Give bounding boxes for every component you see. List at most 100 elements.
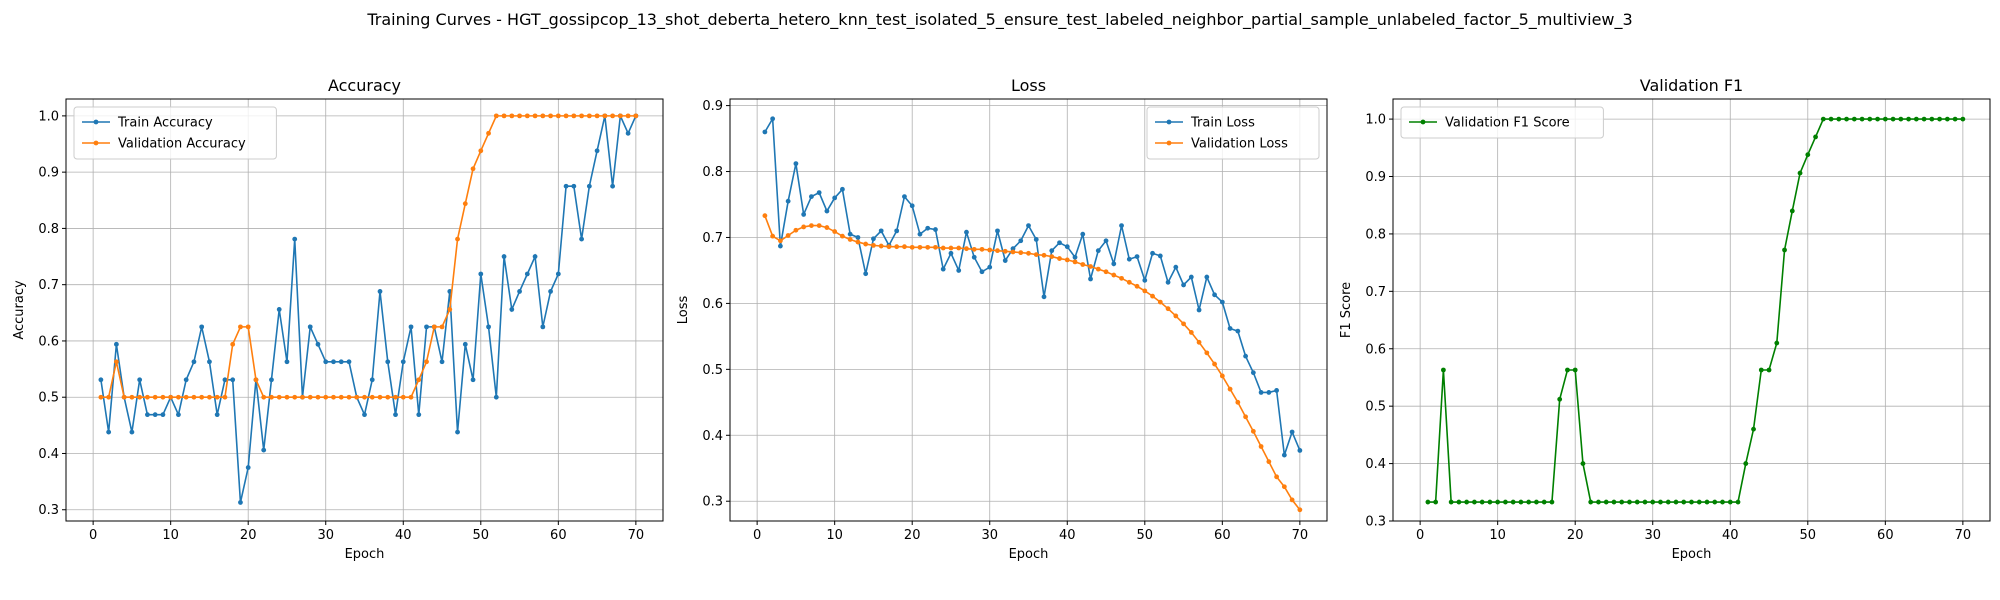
legend: Validation F1 Score [1400,106,1604,139]
data-point [948,250,954,256]
x-tick-label: 20 [240,528,257,543]
x-axis-label: Epoch [1672,547,1712,562]
data-point [1518,499,1524,505]
data-point [462,341,468,347]
data-point [191,359,197,365]
data-point [586,113,592,119]
data-point [555,113,561,119]
data-point [793,227,799,233]
data-point [1758,367,1764,373]
data-point [408,324,414,330]
series-line-1 [764,215,1301,511]
data-point [777,243,783,249]
y-tick-label: 0.4 [1365,457,1386,472]
x-tick-label: 60 [1877,528,1894,543]
x-tick-label: 0 [89,528,97,543]
data-point [548,289,553,294]
data-point [1080,262,1086,267]
data-point [979,269,985,275]
data-point [1212,292,1217,298]
data-point [902,244,907,250]
y-tick-label: 0.6 [38,334,59,349]
data-point [493,113,499,119]
data-point [214,394,220,400]
data-point [793,161,799,167]
legend: Train Loss Validation Loss [1146,106,1320,160]
data-point [408,394,414,400]
data-point [168,394,174,400]
data-point [1227,386,1233,392]
x-tick-label: 60 [550,528,567,543]
data-point [617,113,623,119]
data-point [393,394,398,400]
data-point [1952,116,1958,122]
data-point [517,113,522,119]
data-point [1095,248,1101,254]
data-point [610,113,616,119]
data-point [1219,299,1225,305]
chart-title: Validation F1 [1640,76,1743,95]
data-point [113,341,119,347]
data-point [1018,250,1024,256]
data-point [137,377,143,383]
x-tick-label: 50 [473,528,490,543]
data-point [331,394,336,400]
data-point [1188,330,1194,335]
data-point [1487,499,1493,505]
data-point [625,130,631,136]
data-point [245,465,251,470]
data-point [253,377,259,383]
x-axis-label: Epoch [345,547,385,562]
data-point [1789,208,1795,214]
data-point [369,377,375,383]
data-point [455,236,460,242]
data-point [847,231,853,237]
data-point [909,203,915,209]
y-tick-label: 0.8 [38,222,59,237]
data-point [1281,484,1287,490]
series-line-0 [100,112,637,503]
data-point [1258,390,1264,395]
y-tick-label: 0.7 [1365,285,1386,300]
data-point [1002,248,1008,254]
data-point [956,268,962,273]
data-point [307,394,313,400]
data-point [1906,116,1911,122]
legend-marker [93,119,99,125]
data-point [1596,499,1601,505]
chart-2: 0 10 20 30 40 50 60 70 0.3 0.4 0.5 0.6 0.7 0.8 0.9 1.0 V… [1339,76,1991,562]
data-point [152,394,158,400]
legend-box [1146,106,1320,160]
data-point [1859,116,1865,122]
data-point [625,113,631,119]
data-point [586,183,592,189]
data-point [770,233,776,239]
data-point [98,394,104,400]
data-point [1611,499,1617,505]
data-point [1642,499,1648,505]
data-point [1080,231,1086,237]
chart-0: 0 10 20 30 40 50 60 70 0.3 0.4 0.5 0.6 0.7 0.8 0.9 1.0 A… [12,76,664,562]
data-point [940,266,946,272]
data-point [98,377,104,383]
data-point [245,324,251,330]
data-point [1119,223,1124,229]
data-point [1867,116,1873,122]
data-point [323,359,329,365]
data-point [1196,339,1202,345]
data-point [801,224,807,230]
y-tick-label: 0.5 [702,363,723,378]
data-point [1735,499,1741,505]
data-point [1456,499,1462,505]
data-point [1281,452,1287,458]
data-point [1142,277,1148,283]
data-point [470,377,476,383]
data-point [191,394,197,400]
data-point [238,500,243,505]
data-point [1448,499,1454,505]
data-point [362,394,367,400]
data-point [602,113,608,119]
data-point [1111,261,1117,267]
data-point [478,148,484,154]
data-point [809,194,814,199]
